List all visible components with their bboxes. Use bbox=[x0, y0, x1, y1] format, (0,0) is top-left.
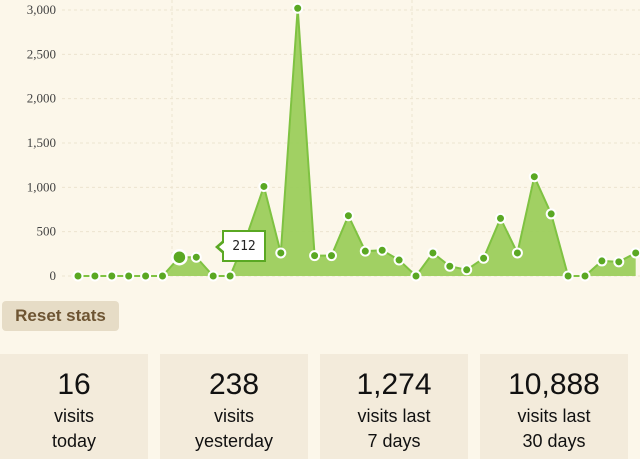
y-tick-label: 1,000 bbox=[27, 179, 56, 194]
stat-label: visits today bbox=[51, 406, 97, 451]
y-tick-label: 2,000 bbox=[27, 91, 56, 106]
data-point bbox=[630, 247, 640, 259]
data-point bbox=[359, 245, 371, 257]
data-point bbox=[461, 264, 473, 276]
data-point bbox=[157, 270, 168, 282]
data-point bbox=[89, 270, 101, 282]
data-point bbox=[562, 270, 574, 282]
data-point bbox=[258, 180, 270, 192]
data-point bbox=[224, 270, 236, 282]
stat-number: 16 bbox=[57, 368, 91, 401]
data-point bbox=[545, 208, 557, 220]
stat-card-7-days: 1,274 visits last 7 days bbox=[320, 354, 468, 459]
data-point bbox=[376, 244, 388, 256]
data-point bbox=[309, 250, 321, 262]
data-point bbox=[207, 270, 219, 282]
data-point bbox=[123, 270, 135, 282]
stat-card-yesterday: 238 visits yesterday bbox=[160, 354, 308, 459]
data-point bbox=[326, 250, 337, 262]
y-tick-label: 1,500 bbox=[27, 135, 56, 150]
y-tick-label: 3,000 bbox=[27, 2, 56, 17]
data-point bbox=[140, 270, 152, 282]
tooltip-value: 212 bbox=[232, 238, 256, 254]
data-point bbox=[171, 248, 188, 266]
data-point bbox=[528, 171, 540, 183]
data-point bbox=[410, 270, 422, 282]
y-tick-label: 2,500 bbox=[27, 46, 56, 61]
data-point bbox=[579, 270, 591, 282]
data-point bbox=[478, 252, 490, 264]
stat-label: visits last 7 days bbox=[357, 406, 431, 451]
data-point bbox=[342, 210, 354, 222]
data-point bbox=[393, 254, 405, 266]
stat-number: 238 bbox=[208, 368, 260, 401]
area-fill bbox=[78, 8, 636, 277]
data-point bbox=[106, 270, 118, 282]
stat-number: 10,888 bbox=[508, 368, 600, 401]
stat-card-today: 16 visits today bbox=[0, 354, 148, 459]
stat-label: visits last 30 days bbox=[517, 406, 591, 451]
y-tick-label: 0 bbox=[50, 268, 57, 283]
data-point bbox=[427, 247, 439, 259]
visits-chart: 3,000 2,500 2,000 1,500 1,000 500 0 bbox=[27, 0, 640, 283]
data-point bbox=[444, 260, 456, 272]
data-point bbox=[190, 251, 202, 263]
data-point bbox=[72, 270, 84, 282]
data-point bbox=[292, 2, 304, 14]
data-point bbox=[511, 247, 523, 259]
stat-number: 1,274 bbox=[356, 368, 432, 401]
data-point bbox=[613, 256, 625, 268]
chart-tooltip: 212 bbox=[215, 230, 266, 262]
visits-chart-svg: 3,000 2,500 2,000 1,500 1,000 500 0 bbox=[27, 0, 640, 283]
series-line bbox=[78, 8, 637, 278]
data-point bbox=[495, 212, 506, 224]
data-point bbox=[596, 255, 608, 267]
y-tick-label: 500 bbox=[37, 224, 57, 239]
reset-stats-button[interactable]: Reset stats bbox=[2, 301, 119, 331]
data-point bbox=[275, 247, 287, 259]
stat-label: visits yesterday bbox=[194, 406, 274, 451]
stat-card-30-days: 10,888 visits last 30 days bbox=[480, 354, 628, 459]
